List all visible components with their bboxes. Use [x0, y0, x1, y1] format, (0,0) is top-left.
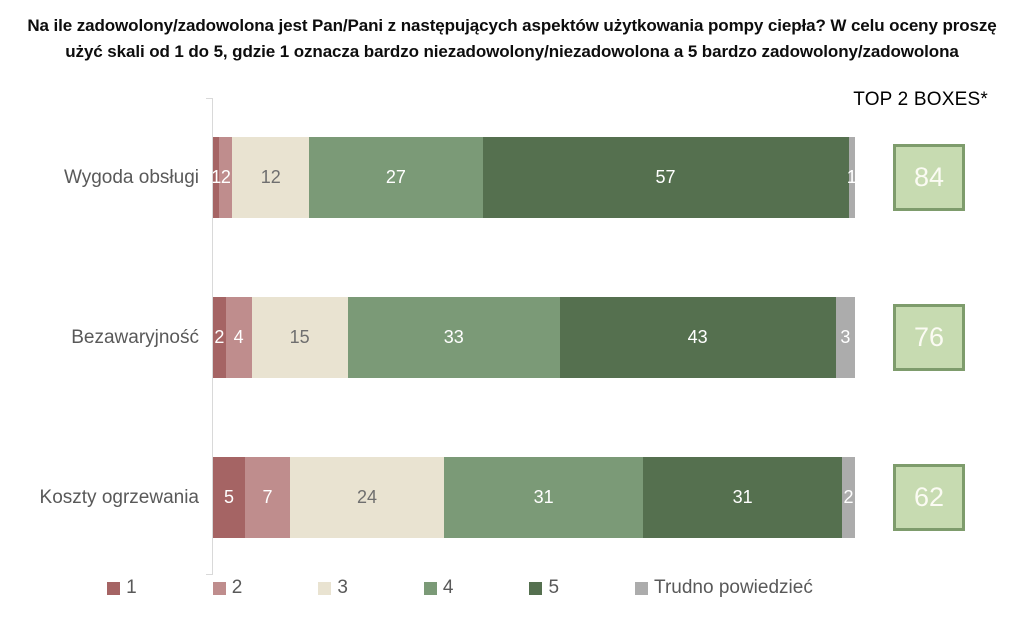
- stacked-bar: 1 2 12 27 57 1: [211, 137, 857, 218]
- legend-swatch: [529, 581, 543, 595]
- bar-segment: 2: [219, 137, 233, 218]
- bar-segment: 4: [225, 297, 252, 378]
- segment-value-label: 7: [262, 487, 273, 507]
- chart-row: Wygoda obsługi 1 2 12 27 57 1 84: [0, 137, 1024, 218]
- segment-value-label: 57: [655, 167, 676, 187]
- legend-label: 2: [231, 577, 243, 598]
- segment-value-label: 27: [385, 167, 406, 187]
- category-label: Koszty ogrzewania: [39, 486, 199, 508]
- legend-label: 1: [126, 577, 137, 598]
- bar-segment: 31: [643, 457, 843, 538]
- segment-value-label: 15: [289, 327, 310, 347]
- legend-swatch: [107, 581, 121, 595]
- segment-value-label: 1: [846, 167, 857, 187]
- stacked-bar: 5 7 24 31 31 2: [213, 457, 855, 538]
- category-label: Bezawaryjność: [71, 326, 199, 348]
- legend-item: 5: [529, 577, 559, 599]
- stacked-bar: 2 4 15 33 43 3: [213, 297, 855, 378]
- segment-value-label: 2: [214, 327, 225, 347]
- bar-segment: 31: [444, 457, 644, 538]
- segment-value-label: 43: [687, 327, 708, 347]
- bar-segment: 1: [846, 137, 857, 218]
- legend-swatch: [212, 581, 226, 595]
- segment-value-label: 31: [533, 487, 554, 507]
- segment-value-label: 3: [840, 327, 851, 347]
- bar-segment: 1: [211, 137, 222, 218]
- bar-segment: 3: [835, 297, 855, 378]
- segment-value-label: 31: [732, 487, 753, 507]
- chart-title: Na ile zadowolony/zadowolona jest Pan/Pa…: [27, 16, 997, 62]
- bar-segment: 24: [290, 457, 445, 538]
- legend: 1 2 3 4 5 Trudno powiedzieć: [16, 577, 904, 599]
- legend-label: 5: [548, 577, 560, 598]
- bar-segment: 7: [245, 457, 291, 538]
- category-axis-line: [206, 98, 213, 575]
- top2-box: 76: [893, 304, 965, 371]
- segment-value-label: 24: [357, 487, 378, 507]
- legend-item: 2: [212, 577, 243, 599]
- bar-segment: 43: [559, 297, 836, 378]
- legend-label: Trudno powiedzieć: [654, 577, 813, 598]
- legend-swatch: [635, 581, 649, 595]
- segment-value-label: 2: [220, 167, 231, 187]
- legend-label: 4: [442, 577, 454, 598]
- bar-segment: 2: [213, 297, 226, 378]
- segment-value-label: 4: [233, 327, 244, 347]
- segment-value-label: 12: [260, 167, 281, 187]
- legend-item: 3: [318, 577, 348, 599]
- chart-row: Bezawaryjność 2 4 15 33 43 3 76: [0, 297, 1024, 378]
- bar-segment: 15: [251, 297, 348, 378]
- category-label: Wygoda obsługi: [63, 166, 199, 188]
- top2-boxes-header: TOP 2 BOXES*: [853, 89, 988, 110]
- bar-segment: 27: [309, 137, 483, 218]
- bar-segment: 33: [347, 297, 560, 378]
- legend-swatch: [423, 581, 437, 595]
- bar-segment: 57: [482, 137, 849, 218]
- legend-item: Trudno powiedzieć: [635, 577, 813, 599]
- segment-value-label: 1: [211, 167, 222, 187]
- bar-segment: 12: [232, 137, 310, 218]
- legend-label: 3: [337, 577, 348, 598]
- top2-box: 62: [893, 464, 965, 531]
- chart-row: Koszty ogrzewania 5 7 24 31 31 2 62: [0, 457, 1024, 538]
- top2-box: 84: [893, 144, 965, 211]
- bar-segment: 5: [213, 457, 246, 538]
- legend-swatch: [318, 581, 332, 595]
- bar-segment: 2: [842, 457, 855, 538]
- segment-value-label: 5: [224, 487, 235, 507]
- legend-item: 1: [107, 577, 137, 599]
- segment-value-label: 33: [443, 327, 464, 347]
- legend-item: 4: [423, 577, 454, 599]
- segment-value-label: 2: [843, 487, 854, 507]
